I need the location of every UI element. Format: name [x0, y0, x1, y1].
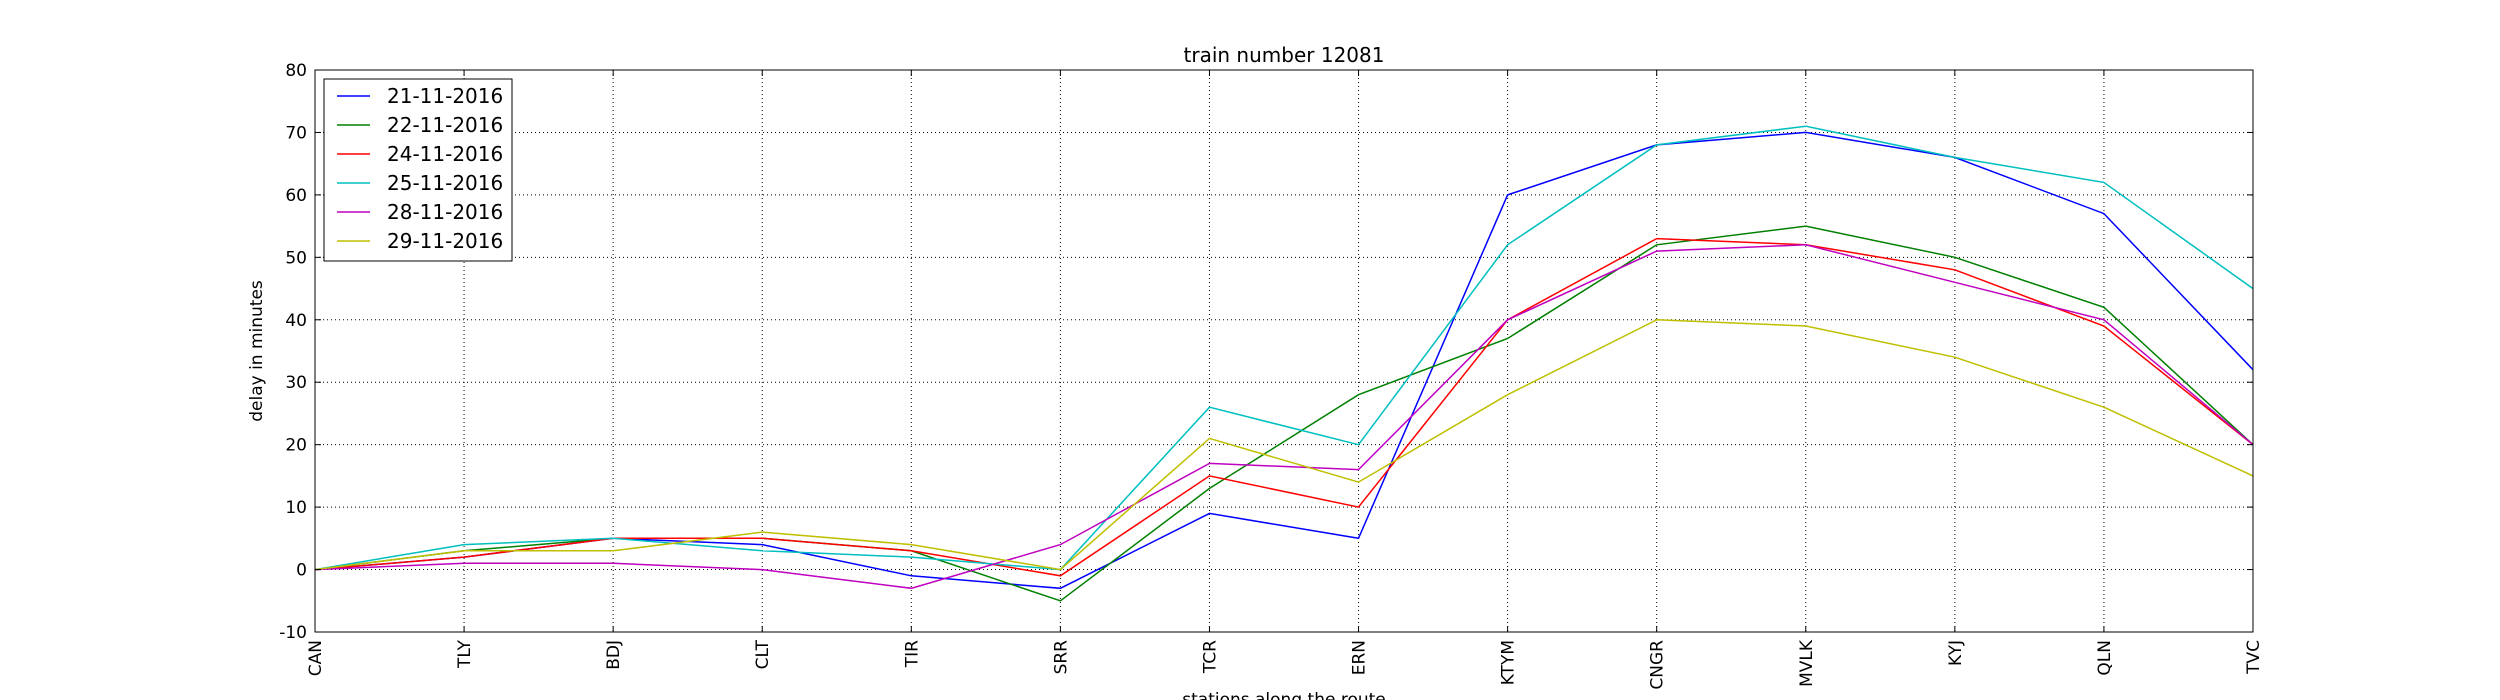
y-tick-label: 20 [285, 436, 307, 456]
x-axis-ticks: CAN TLY BDJ CLT TIR SRR TCR ERN KTYM CNGR MVLK KYJ Q… [306, 70, 2264, 690]
y-tick-label: 30 [285, 373, 307, 393]
y-tick-label: 60 [285, 186, 307, 206]
y-tick-label: 0 [296, 561, 307, 581]
x-tick-label: TIR [902, 640, 922, 668]
x-tick-label: ERN [1350, 640, 1370, 675]
y-tick-label: 50 [285, 248, 307, 268]
series-line [314, 237, 2254, 577]
series-line [314, 244, 2254, 590]
legend: 21-11-2016 22-11-2016 24-11-2016 25-11-2016… [323, 78, 513, 262]
grid [315, 70, 2253, 632]
legend-label: 28-11-2016 [387, 200, 503, 224]
legend-label: 21-11-2016 [387, 84, 503, 108]
series-lines [314, 125, 2254, 602]
y-tick-label: 10 [285, 498, 307, 518]
x-tick-label: KTYM [1499, 640, 1519, 685]
plot-frame [314, 69, 2254, 633]
series-line [314, 319, 2254, 571]
x-axis-title: stations along the route [1182, 690, 1386, 700]
x-tick-label: BDJ [604, 640, 624, 670]
x-tick-label: TCR [1200, 640, 1220, 674]
x-tick-label: TLY [455, 639, 475, 669]
y-tick-label: 40 [285, 311, 307, 331]
y-tick-label: -10 [279, 623, 307, 643]
x-tick-label: MVLK [1797, 639, 1817, 687]
y-axis-ticks: -10 0 10 20 30 40 50 60 70 80 [279, 61, 2253, 643]
legend-label: 24-11-2016 [387, 142, 503, 166]
series-line [314, 131, 2254, 590]
legend-box [323, 78, 513, 262]
x-tick-label: QLN [2095, 640, 2115, 676]
y-axis-title: delay in minutes [247, 280, 267, 422]
legend-label: 29-11-2016 [387, 229, 503, 253]
series-line [314, 125, 2254, 571]
y-tick-label: 70 [285, 123, 307, 143]
x-tick-label: CLT [753, 639, 773, 669]
x-tick-label: CAN [306, 640, 326, 676]
legend-label: 25-11-2016 [387, 171, 503, 195]
x-tick-label: KYJ [1946, 640, 1966, 666]
legend-label: 22-11-2016 [387, 113, 503, 137]
y-tick-label: 80 [285, 61, 307, 81]
chart-title: train number 12081 [1184, 43, 1385, 67]
x-tick-label: CNGR [1648, 640, 1668, 690]
x-tick-label: SRR [1051, 640, 1071, 675]
x-tick-label: TVC [2244, 640, 2264, 675]
plot-area [315, 70, 2253, 632]
